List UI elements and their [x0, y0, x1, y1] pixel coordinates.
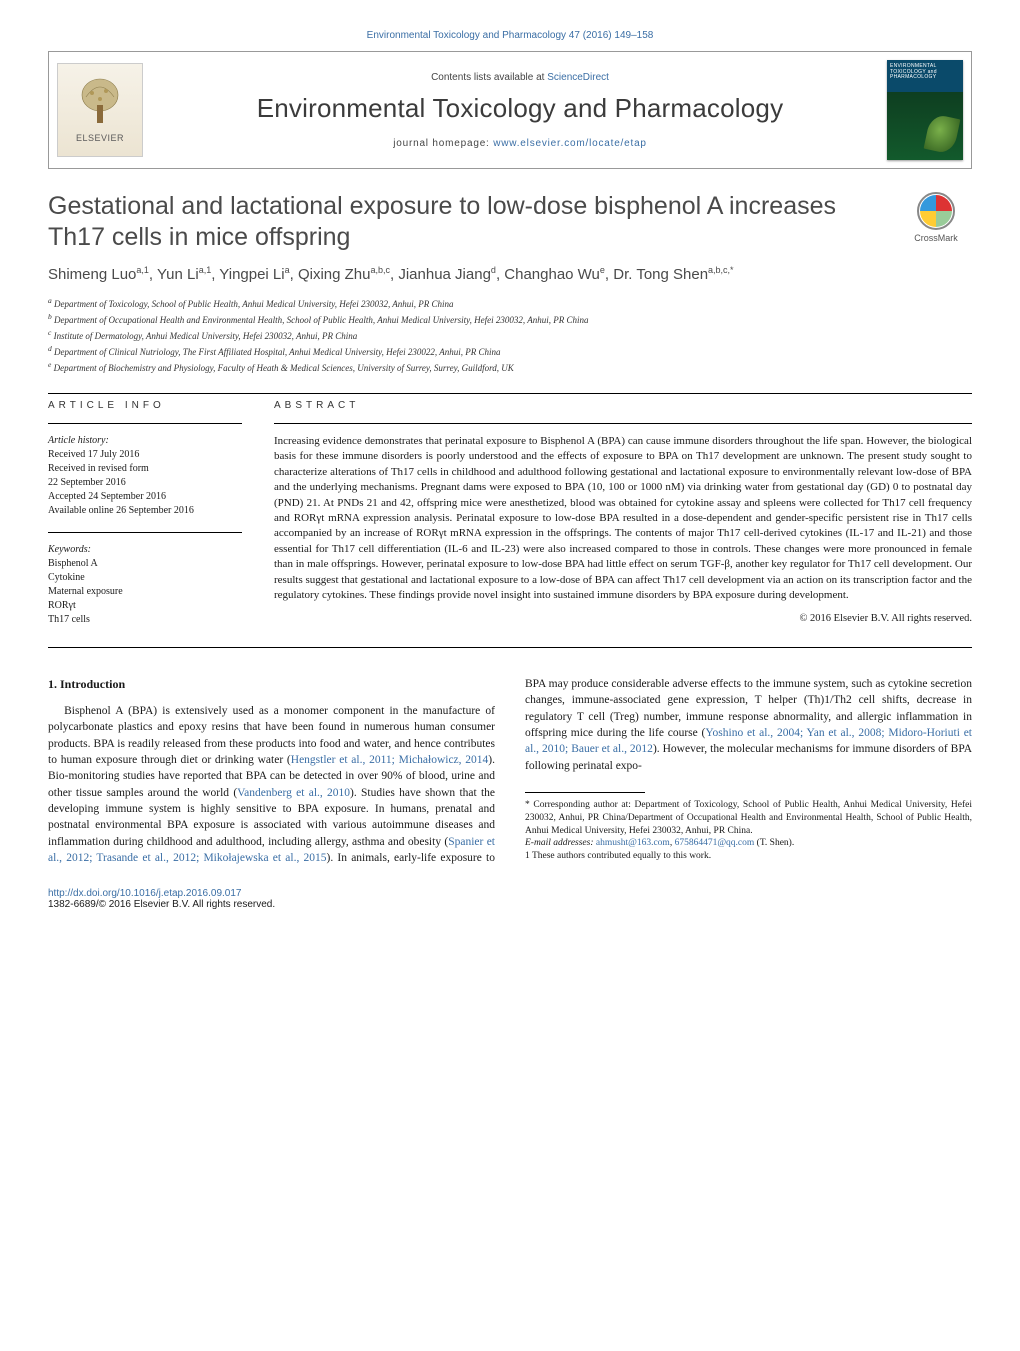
abstract-heading: ABSTRACT [274, 400, 972, 411]
keywords-block: Keywords: Bisphenol ACytokineMaternal ex… [48, 543, 242, 627]
affiliation-item: b Department of Occupational Health and … [48, 312, 972, 327]
elsevier-logo: ELSEVIER [57, 63, 143, 157]
history-line: Received 17 July 2016 [48, 448, 242, 462]
email-2[interactable]: 675864471@qq.com [675, 838, 755, 848]
corresponding-author-note: * Corresponding author at: Department of… [525, 799, 972, 837]
issn-copyright: 1382-6689/© 2016 Elsevier B.V. All right… [48, 899, 972, 910]
citation-1[interactable]: Hengstler et al., 2011; Michałowicz, 201… [291, 754, 489, 766]
journal-title: Environmental Toxicology and Pharmacolog… [153, 93, 887, 124]
keyword-item: RORγt [48, 599, 242, 613]
journal-header: ELSEVIER Contents lists available at Sci… [48, 51, 972, 169]
abstract-text: Increasing evidence demonstrates that pe… [274, 434, 972, 603]
footer: http://dx.doi.org/10.1016/j.etap.2016.09… [48, 888, 972, 910]
authors: Shimeng Luoa,1, Yun Lia,1, Yingpei Lia, … [48, 264, 972, 286]
contents-available: Contents lists available at ScienceDirec… [153, 72, 887, 83]
crossmark-label: CrossMark [914, 233, 958, 243]
section-rule-bottom [48, 647, 972, 648]
homepage-link[interactable]: www.elsevier.com/locate/etap [493, 138, 647, 149]
elsevier-tree-icon [76, 77, 124, 129]
article-history: Article history: Received 17 July 2016Re… [48, 434, 242, 518]
affiliation-item: e Department of Biochemistry and Physiol… [48, 360, 972, 375]
keyword-item: Th17 cells [48, 613, 242, 627]
info-rule [48, 423, 242, 424]
running-head: Environmental Toxicology and Pharmacolog… [48, 30, 972, 41]
footnote-rule [525, 792, 645, 793]
citation-2[interactable]: Vandenberg et al., 2010 [237, 787, 350, 799]
journal-cover-thumb: ENVIRONMENTAL TOXICOLOGY and PHARMACOLOG… [887, 60, 963, 160]
affiliation-item: d Department of Clinical Nutriology, The… [48, 344, 972, 359]
history-line: Received in revised form [48, 462, 242, 476]
section-rule-top [48, 393, 972, 394]
affiliations: a Department of Toxicology, School of Pu… [48, 296, 972, 375]
abstract-copyright: © 2016 Elsevier B.V. All rights reserved… [274, 613, 972, 624]
equal-contribution-note: 1 These authors contributed equally to t… [525, 850, 972, 863]
intro-heading: 1. Introduction [48, 676, 495, 693]
body-columns: 1. Introduction Bisphenol A (BPA) is ext… [48, 676, 972, 866]
email-line: E-mail addresses: ahmusht@163.com, 67586… [525, 837, 972, 850]
keyword-item: Bisphenol A [48, 557, 242, 571]
journal-homepage: journal homepage: www.elsevier.com/locat… [153, 138, 887, 149]
email-1[interactable]: ahmusht@163.com [596, 838, 670, 848]
crossmark-badge[interactable]: CrossMark [900, 191, 972, 243]
crossmark-icon [916, 191, 956, 231]
info-rule-2 [48, 532, 242, 533]
affiliation-item: c Institute of Dermatology, Anhui Medica… [48, 328, 972, 343]
history-line: Available online 26 September 2016 [48, 504, 242, 518]
footnotes: * Corresponding author at: Department of… [525, 799, 972, 863]
history-line: Accepted 24 September 2016 [48, 490, 242, 504]
article-title: Gestational and lactational exposure to … [48, 191, 900, 252]
doi-link[interactable]: http://dx.doi.org/10.1016/j.etap.2016.09… [48, 888, 242, 899]
affiliation-item: a Department of Toxicology, School of Pu… [48, 296, 972, 311]
abstract-rule [274, 423, 972, 424]
sciencedirect-link[interactable]: ScienceDirect [547, 72, 609, 83]
keyword-item: Maternal exposure [48, 585, 242, 599]
article-info-heading: ARTICLE INFO [48, 400, 242, 411]
publisher-name: ELSEVIER [76, 133, 124, 143]
history-line: 22 September 2016 [48, 476, 242, 490]
keyword-item: Cytokine [48, 571, 242, 585]
